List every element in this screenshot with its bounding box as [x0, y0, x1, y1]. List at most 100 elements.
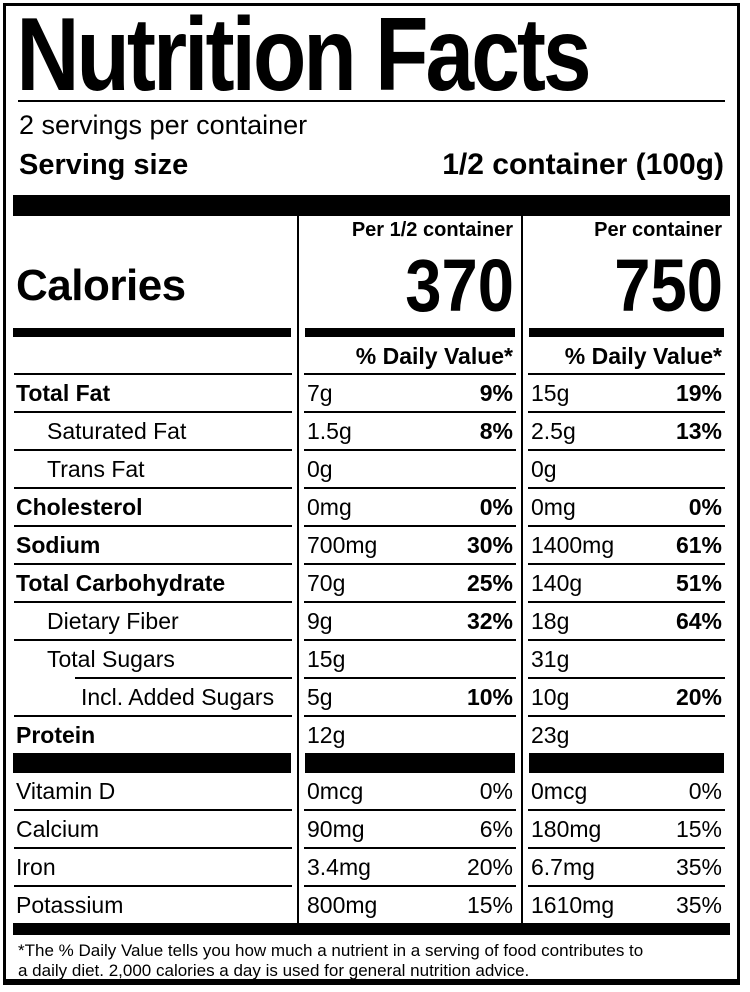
daily-value: 8% — [479, 417, 513, 444]
row-divider — [528, 885, 725, 887]
table-row: 1400mg 61% — [523, 527, 730, 563]
row-divider — [304, 677, 516, 679]
nutrient-name: Total Fat — [16, 379, 111, 406]
row-divider — [304, 809, 516, 811]
row-divider — [14, 847, 292, 849]
serving-size-label: Serving size — [19, 149, 189, 181]
row-divider — [528, 487, 725, 489]
amount: 15g — [531, 379, 570, 406]
daily-value: 19% — [675, 379, 722, 406]
row-divider — [528, 563, 725, 565]
table-row: Total Fat — [13, 375, 297, 411]
table-row: Potassium — [13, 887, 297, 923]
amount: 700mg — [307, 531, 378, 558]
row-divider — [14, 809, 292, 811]
table-row: 3.4mg 20% — [299, 849, 521, 885]
section-bar-vitamins — [529, 753, 724, 773]
label-title: Nutrition Facts — [16, 0, 591, 113]
row-divider — [528, 449, 725, 451]
row-divider — [14, 525, 292, 527]
servings-per-container: 2 servings per container — [19, 110, 308, 140]
daily-value: 6% — [479, 815, 513, 842]
column-per-container: Per container 750 % Daily Value* 15g 19% … — [521, 216, 730, 923]
daily-value: 13% — [675, 417, 722, 444]
table-row: Cholesterol — [13, 489, 297, 525]
per-container-header: Per container — [594, 219, 722, 241]
nutrient-name: Incl. Added Sugars — [81, 683, 275, 710]
row-divider — [528, 847, 725, 849]
daily-value: 15% — [675, 815, 722, 842]
table-row: 15g 19% — [523, 375, 730, 411]
table-row: 0g — [299, 451, 521, 487]
nutrient-name: Calcium — [16, 815, 100, 842]
daily-value: 64% — [675, 607, 722, 634]
calories-per-half-value: 370 — [405, 244, 514, 327]
footnote-line-1: *The % Daily Value tells you how much a … — [18, 941, 644, 960]
amount: 140g — [531, 569, 583, 596]
amount: 0mcg — [531, 777, 588, 804]
amount: 1610mg — [531, 891, 615, 918]
daily-value: 10% — [466, 683, 513, 710]
amount: 15g — [307, 645, 346, 672]
nutrition-facts-label: Nutrition Facts 2 servings per container… — [3, 3, 740, 985]
amount: 1400mg — [531, 531, 615, 558]
table-row: Iron — [13, 849, 297, 885]
row-divider — [14, 639, 292, 641]
amount: 18g — [531, 607, 570, 634]
daily-value: 9% — [479, 379, 513, 406]
daily-value: 20% — [466, 853, 513, 880]
table-row: Total Sugars — [13, 641, 297, 677]
amount: 9g — [307, 607, 333, 634]
amount: 12g — [307, 721, 346, 748]
amount: 31g — [531, 645, 570, 672]
table-row: 140g 51% — [523, 565, 730, 601]
calories-zone: 370 — [299, 242, 521, 328]
daily-value: 0% — [688, 777, 722, 804]
row-divider — [528, 639, 725, 641]
amount: 0mg — [307, 493, 352, 520]
row-divider — [304, 563, 516, 565]
footnote: *The % Daily Value tells you how much a … — [13, 935, 730, 986]
footnote-line-2: a daily diet. 2,000 calories a day is us… — [18, 960, 530, 980]
nutrient-name: Sodium — [16, 531, 101, 558]
section-bar-vitamins — [13, 753, 291, 773]
daily-value: 32% — [466, 607, 513, 634]
row-divider — [14, 373, 292, 375]
table-row: 2.5g 13% — [523, 413, 730, 449]
table-row: Trans Fat — [13, 451, 297, 487]
row-divider — [528, 525, 725, 527]
daily-value: 51% — [675, 569, 722, 596]
table-row: Calcium — [13, 811, 297, 847]
row-divider — [304, 373, 516, 375]
table-row: 23g — [523, 717, 730, 753]
calories-bar — [305, 328, 515, 337]
table-row: 31g — [523, 641, 730, 677]
amount: 10g — [531, 683, 570, 710]
amount: 23g — [531, 721, 570, 748]
section-bar-footnote — [13, 923, 730, 935]
table-row: 0g — [523, 451, 730, 487]
amount: 6.7mg — [531, 853, 595, 880]
daily-value: 25% — [466, 569, 513, 596]
nutrition-table: Calories Total Fat Saturated Fat Trans F… — [13, 216, 730, 923]
row-divider — [304, 847, 516, 849]
section-bar-vitamins — [305, 753, 515, 773]
row-divider — [14, 601, 292, 603]
row-divider — [304, 601, 516, 603]
nutrient-name: Trans Fat — [47, 455, 145, 482]
table-row: 70g 25% — [299, 565, 521, 601]
amount: 1.5g — [307, 417, 352, 444]
row-divider — [304, 449, 516, 451]
daily-value: 0% — [479, 493, 513, 520]
calories-zone: Calories — [13, 242, 297, 328]
amount: 0g — [307, 455, 333, 482]
table-row: 0mcg 0% — [523, 773, 730, 809]
row-divider — [304, 885, 516, 887]
row-divider — [528, 601, 725, 603]
nutrient-name: Vitamin D — [16, 777, 116, 804]
amount: 70g — [307, 569, 346, 596]
table-row: 0mcg 0% — [299, 773, 521, 809]
row-divider — [14, 563, 292, 565]
row-divider — [304, 487, 516, 489]
daily-value: 35% — [675, 891, 722, 918]
